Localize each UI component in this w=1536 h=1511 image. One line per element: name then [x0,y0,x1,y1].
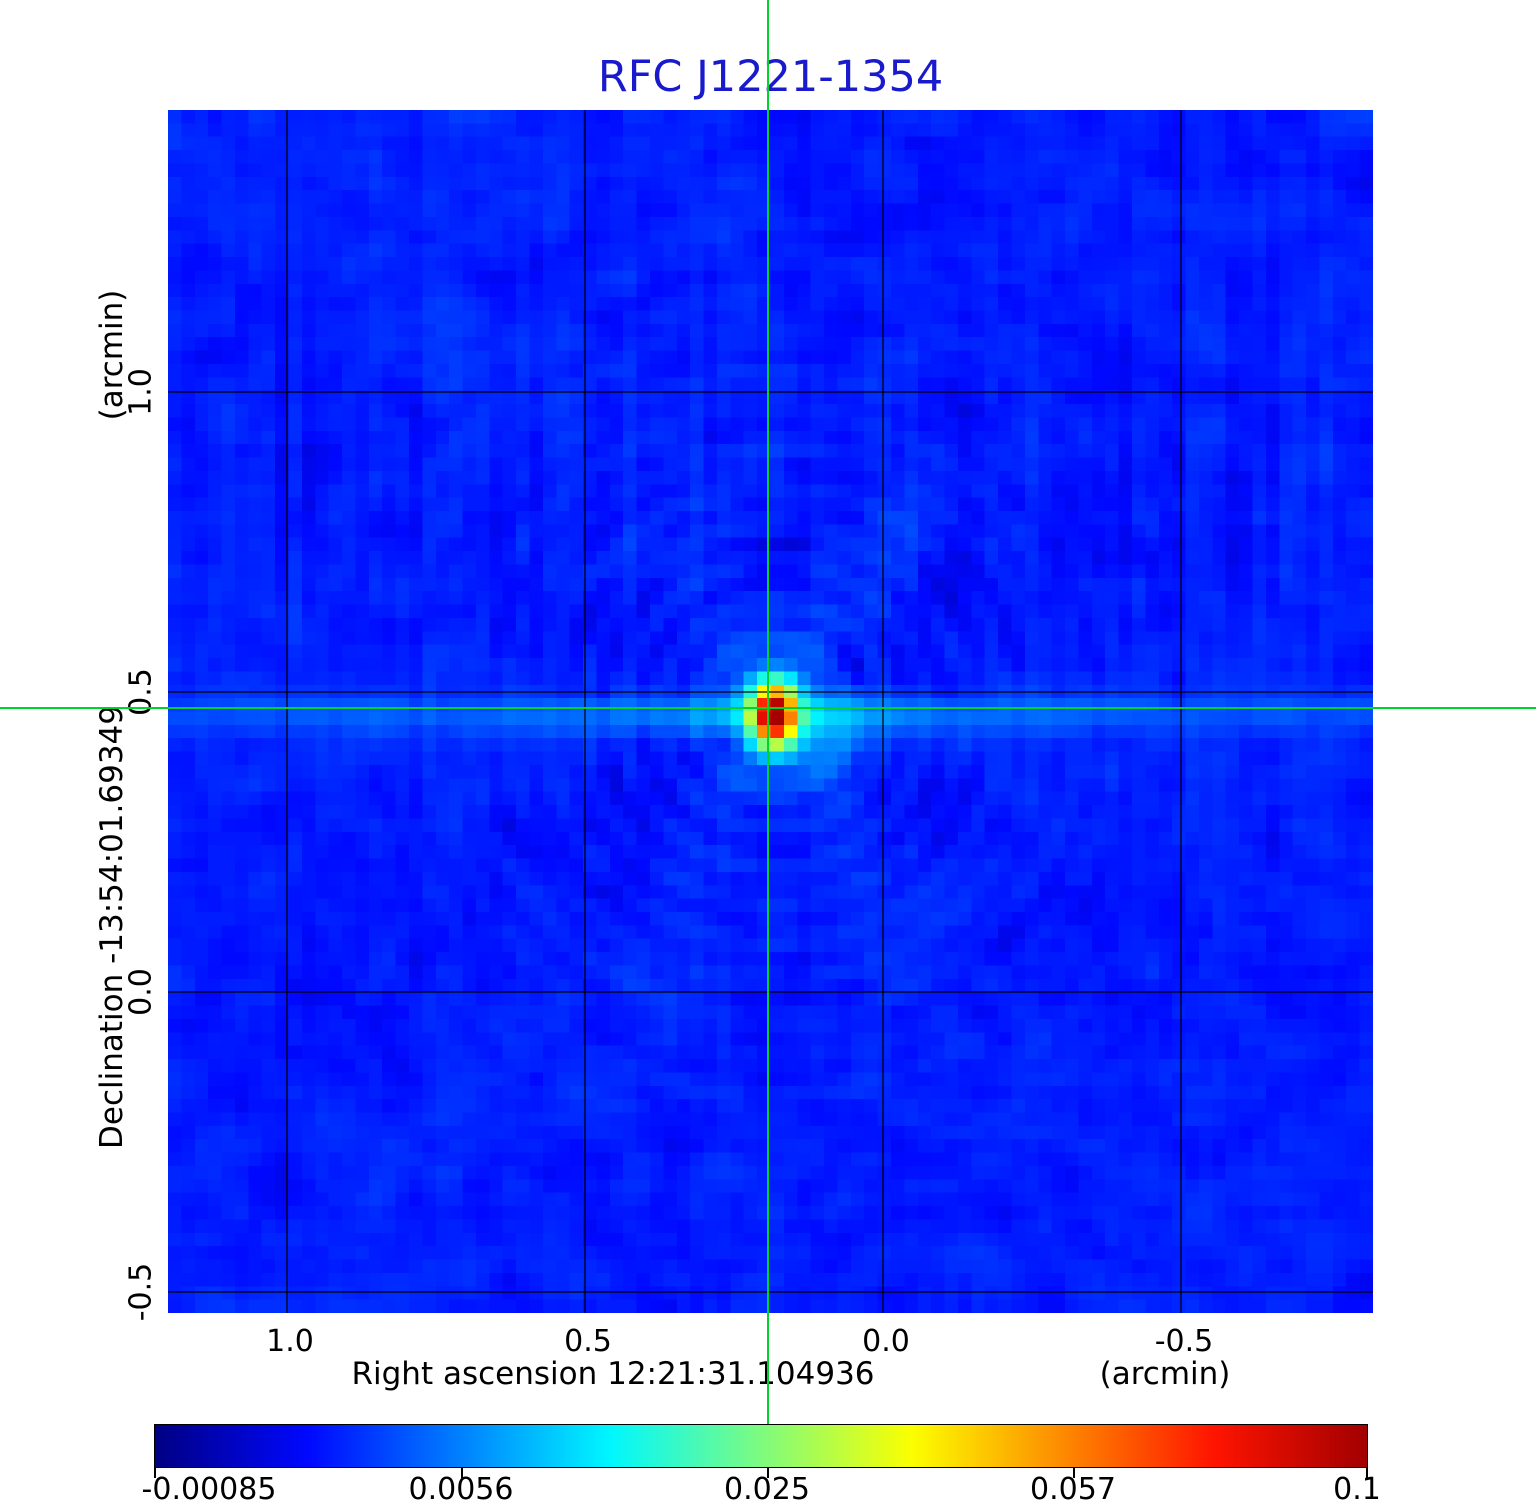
colorbar-gradient [155,1425,1367,1467]
y-tick-label: -0.5 [123,1262,159,1322]
page-title: RFC J1221-1354 [597,52,944,102]
colorbar-tick [1073,1468,1075,1478]
colorbar-tick-label: 0.057 [1030,1472,1116,1507]
y-axis-unit-label: (arcmin) [94,289,130,421]
gridline-vertical [286,110,288,1313]
x-axis-label: Right ascension 12:21:31.104936 [351,1356,875,1392]
crosshair-vertical-line [767,0,769,1424]
sky-map-plot [168,110,1373,1313]
gridline-vertical [882,110,884,1313]
colorbar-tick-label: 0.1 [1333,1472,1381,1507]
gridline-horizontal [168,391,1373,393]
gridline-horizontal [168,991,1373,993]
gridline-vertical [1180,110,1182,1313]
colorbar-tick-label: -0.00085 [141,1472,277,1507]
gridline-horizontal [168,691,1373,693]
intensity-heatmap [168,110,1373,1313]
colorbar-tick [461,1468,463,1478]
colorbar-tick-label: 0.025 [724,1472,810,1507]
x-tick-label: -0.5 [1154,1324,1214,1359]
x-tick-label: 0.5 [564,1324,612,1359]
colorbar-tick [767,1468,769,1478]
x-tick-label: 0.0 [862,1324,910,1359]
colorbar-tick [154,1468,156,1478]
x-tick-label: 1.0 [266,1324,314,1359]
x-axis-unit-label: (arcmin) [1099,1356,1231,1392]
gridline-horizontal [168,1291,1373,1293]
gridline-vertical [584,110,586,1313]
y-axis-label: Declination -13:54:01.69349 [94,705,130,1149]
colorbar-tick-label: 0.0056 [408,1472,514,1507]
colorbar-tick [1366,1468,1368,1478]
colorbar [154,1424,1368,1468]
